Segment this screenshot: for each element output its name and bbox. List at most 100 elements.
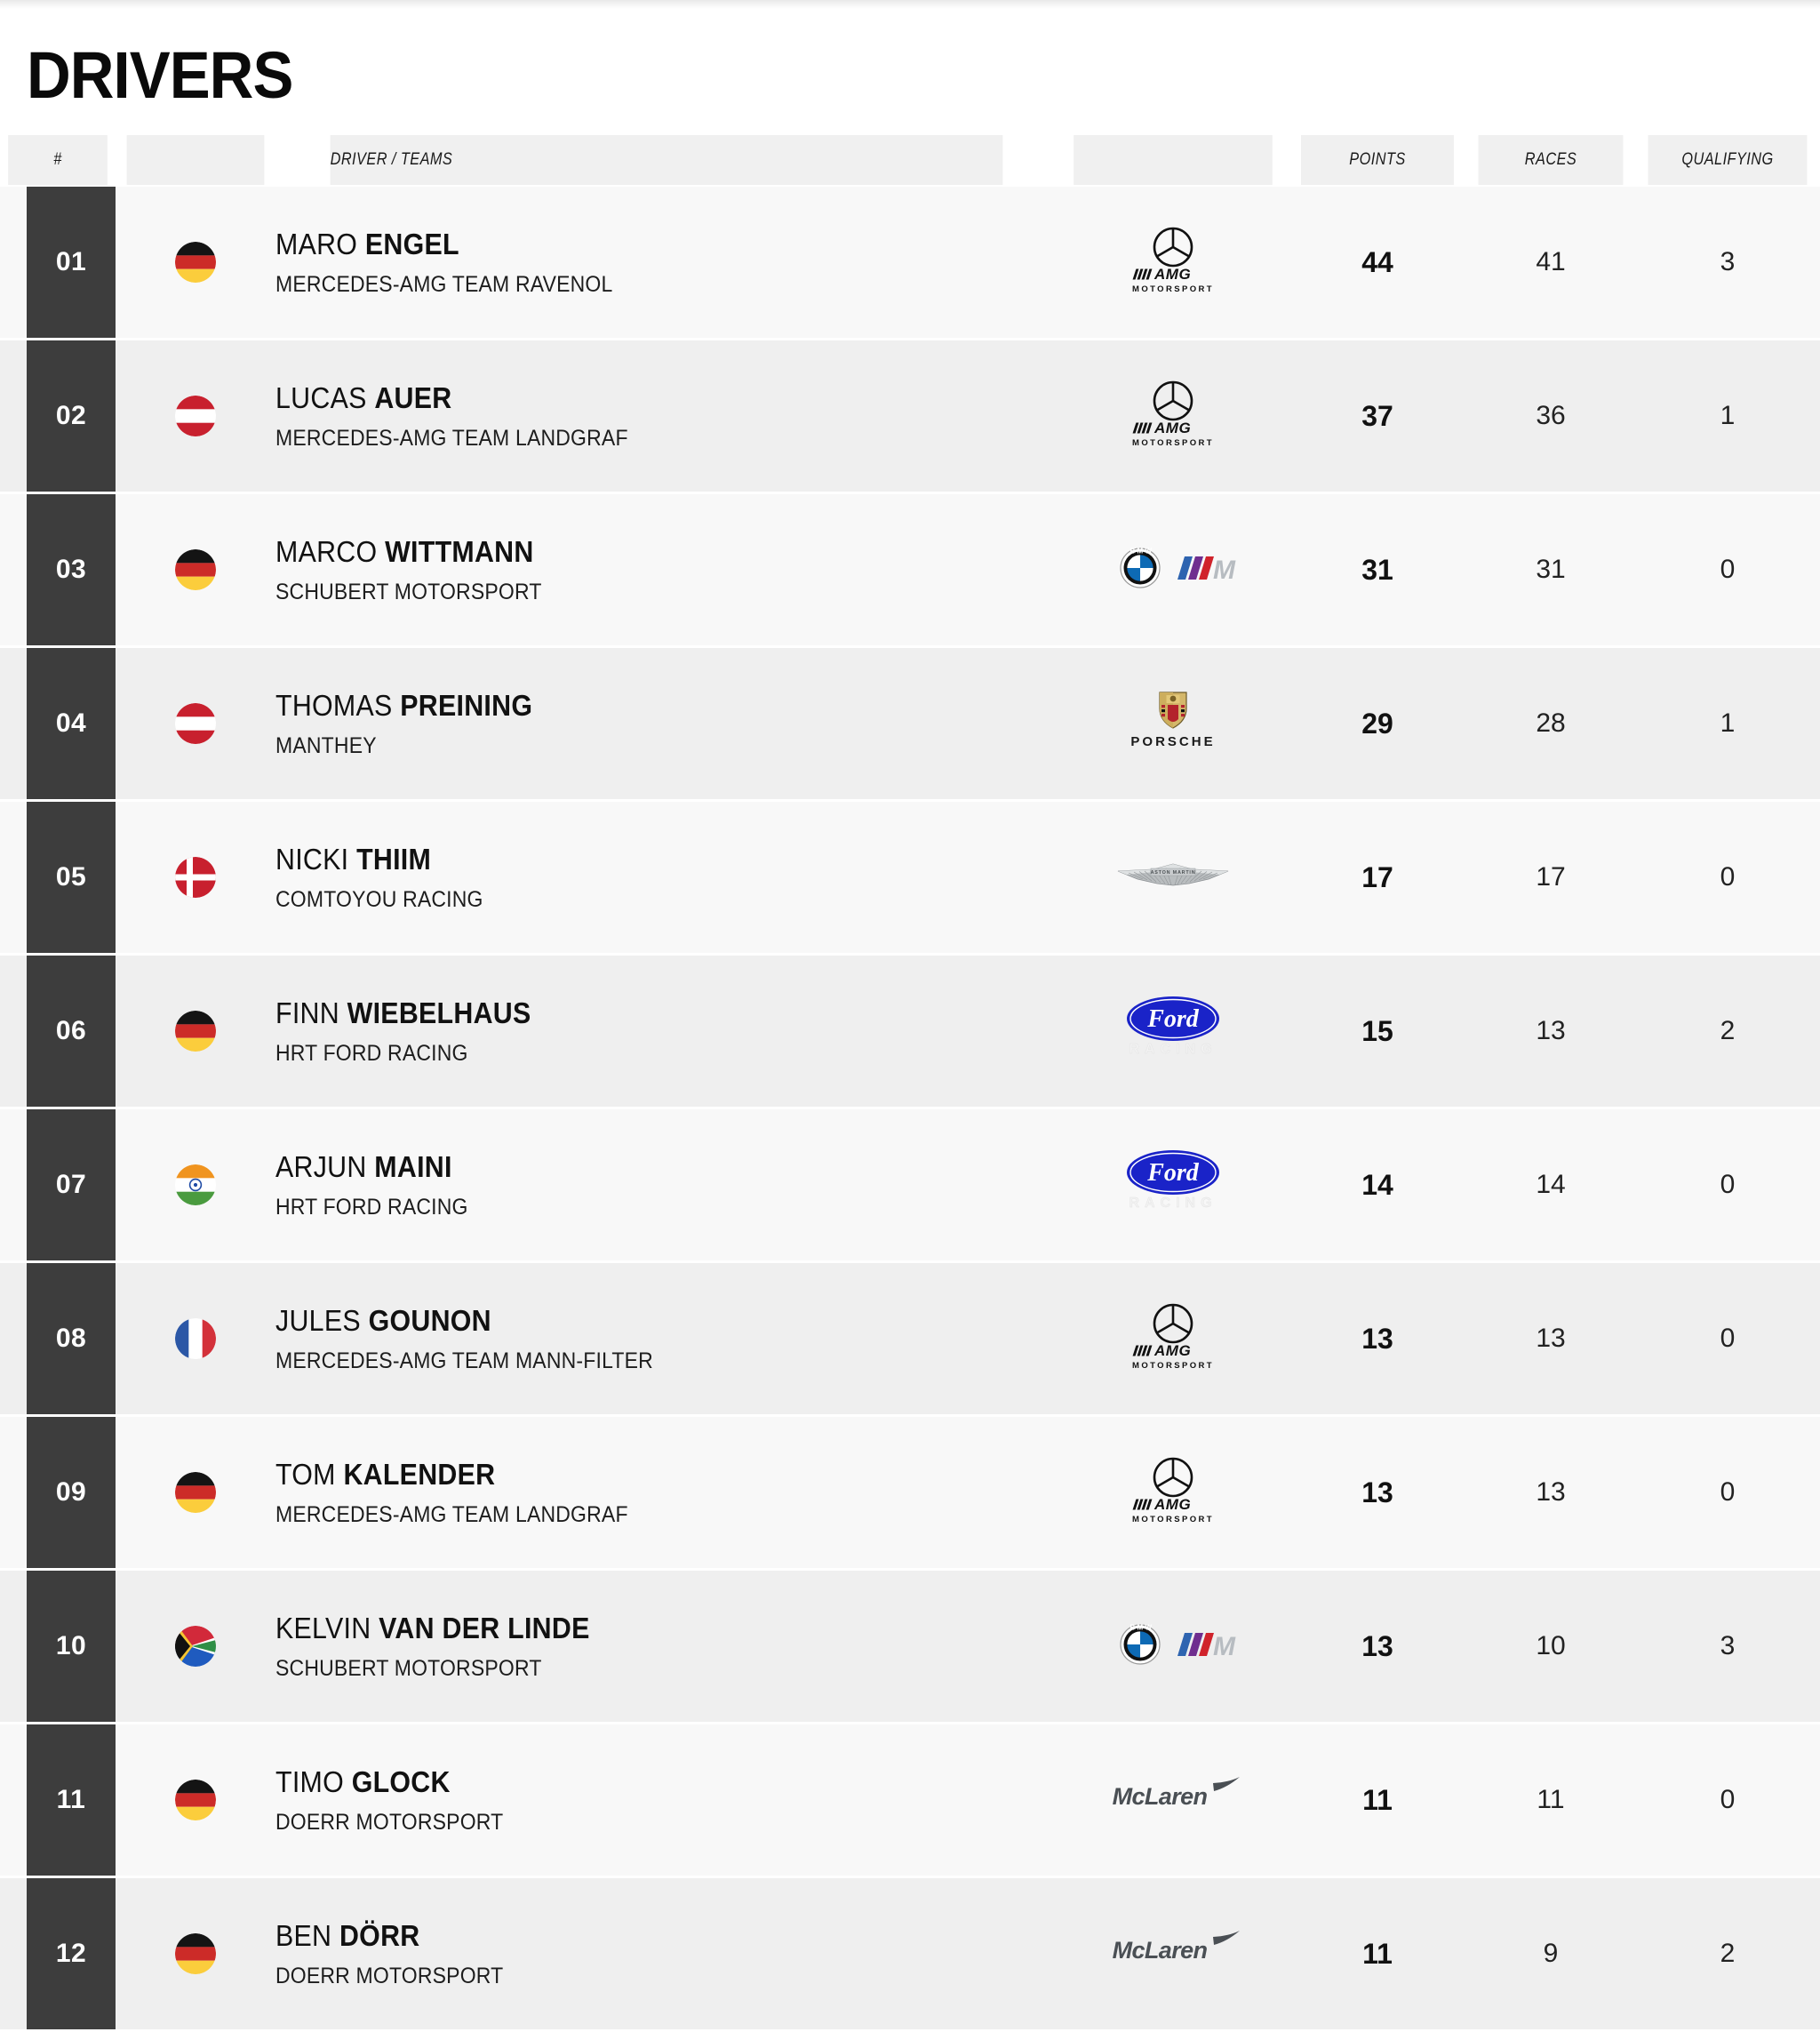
rank-cell: 11 [0, 1723, 116, 1877]
points-value: 37 [1289, 339, 1466, 493]
flag-cell [116, 1569, 275, 1724]
table-row[interactable]: 02 LUCAS AUER MERCEDES-AMG TEAM LANDGRAF AM… [0, 339, 1820, 493]
driver-cell[interactable]: LUCAS AUER MERCEDES-AMG TEAM LANDGRAF [275, 339, 1058, 493]
driver-cell[interactable]: MARO ENGEL MERCEDES-AMG TEAM RAVENOL [275, 186, 1058, 340]
mercedes-amg-motorsport-logo: AMG MOTORSPORT [1071, 220, 1275, 300]
table-row[interactable]: 03 MARCO WITTMANN SCHUBERT MOTORSPORT B M W M 3… [0, 492, 1820, 647]
driver-cell[interactable]: MARCO WITTMANN SCHUBERT MOTORSPORT [275, 492, 1058, 647]
svg-text:RACING: RACING [1129, 1042, 1217, 1057]
driver-name: MARCO WITTMANN [275, 534, 534, 568]
table-row[interactable]: 12 BEN DÖRR DOERR MOTORSPORT McLaren 11 9 2 [0, 1876, 1820, 2031]
rank-cell: 04 [0, 646, 116, 801]
races-value: 13 [1466, 1415, 1635, 1570]
table-row[interactable]: 08 JULES GOUNON MERCEDES-AMG TEAM MANN-FIL… [0, 1261, 1820, 1416]
driver-cell[interactable]: NICKI THIIM COMTOYOU RACING [275, 800, 1058, 955]
driver-last-name: GOUNON [368, 1303, 491, 1337]
rank-badge: 07 [27, 1109, 116, 1260]
svg-text:AMG: AMG [1153, 1342, 1191, 1359]
table-row[interactable]: 11 TIMO GLOCK DOERR MOTORSPORT McLaren 11 11 0 [0, 1723, 1820, 1877]
svg-text:McLaren: McLaren [1113, 1783, 1208, 1810]
mercedes-amg-motorsport-logo: AMG MOTORSPORT [1071, 374, 1275, 454]
flag-cell [116, 800, 275, 955]
germany-flag-icon [175, 549, 216, 590]
svg-text:MOTORSPORT: MOTORSPORT [1132, 284, 1214, 294]
driver-name: BEN DÖRR [275, 1918, 420, 1952]
team-name: MANTHEY [275, 732, 377, 758]
points-value: 13 [1289, 1569, 1466, 1724]
svg-text:PORSCHE: PORSCHE [1130, 734, 1215, 749]
races-value: 36 [1466, 339, 1635, 493]
driver-last-name: DÖRR [339, 1918, 420, 1952]
svg-text:B: B [1130, 547, 1136, 555]
top-strip [0, 0, 1820, 9]
austria-flag-icon [175, 703, 216, 744]
driver-cell[interactable]: BEN DÖRR DOERR MOTORSPORT [275, 1876, 1058, 2031]
rank-badge: 03 [27, 494, 116, 645]
team-logo-cell: ASTON MARTIN [1058, 800, 1289, 955]
rank-badge: 04 [27, 648, 116, 799]
team-name: SCHUBERT MOTORSPORT [275, 1655, 542, 1681]
svg-text:W: W [1145, 1623, 1153, 1631]
qualifying-value: 1 [1635, 339, 1820, 493]
rank-cell: 05 [0, 800, 116, 955]
flag-cell [116, 492, 275, 647]
team-name: DOERR MOTORSPORT [275, 1809, 504, 1835]
team-logo-cell: AMG MOTORSPORT [1058, 186, 1289, 340]
driver-name: TIMO GLOCK [275, 1764, 451, 1798]
races-value: 28 [1466, 646, 1635, 801]
team-name: MERCEDES-AMG TEAM LANDGRAF [275, 425, 628, 451]
races-value: 9 [1466, 1876, 1635, 2031]
table-row[interactable]: 09 TOM KALENDER MERCEDES-AMG TEAM LANDGRAF… [0, 1415, 1820, 1570]
table-row[interactable]: 06 FINN WIEBELHAUS HRT FORD RACING Ford RACI… [0, 954, 1820, 1108]
ford-racing-logo: Ford RACING [1071, 989, 1275, 1069]
rank-badge: 02 [27, 340, 116, 492]
driver-name: LUCAS AUER [275, 380, 452, 414]
points-value: 11 [1289, 1723, 1466, 1877]
table-row[interactable]: 10 KELVIN VAN DER LINDE SCHUBERT MOTORSPOR… [0, 1569, 1820, 1724]
driver-cell[interactable]: JULES GOUNON MERCEDES-AMG TEAM MANN-FILTE… [275, 1261, 1058, 1416]
team-name: HRT FORD RACING [275, 1194, 468, 1220]
table-row[interactable]: 07 ARJUN MAINI HRT FORD RACING Ford RACING 14… [0, 1108, 1820, 1262]
germany-flag-icon [175, 242, 216, 283]
table-header-row: # DRIVER / TEAMS POINTS RACES QUALIFYING [0, 135, 1820, 186]
rank-cell: 06 [0, 954, 116, 1108]
team-name: COMTOYOU RACING [275, 886, 483, 912]
column-header-flag-spacer [126, 135, 265, 186]
driver-cell[interactable]: TOM KALENDER MERCEDES-AMG TEAM LANDGRAF [275, 1415, 1058, 1570]
qualifying-value: 3 [1635, 1569, 1820, 1724]
team-logo-cell: Ford RACING [1058, 954, 1289, 1108]
qualifying-value: 1 [1635, 646, 1820, 801]
team-logo-cell: McLaren [1058, 1876, 1289, 2031]
germany-flag-icon [175, 1472, 216, 1513]
rank-badge: 09 [27, 1417, 116, 1568]
qualifying-value: 0 [1635, 1261, 1820, 1416]
driver-cell[interactable]: TIMO GLOCK DOERR MOTORSPORT [275, 1723, 1058, 1877]
driver-cell[interactable]: ARJUN MAINI HRT FORD RACING [275, 1108, 1058, 1262]
rank-cell: 01 [0, 186, 116, 340]
column-header-logo-spacer [1074, 135, 1273, 186]
qualifying-value: 0 [1635, 492, 1820, 647]
driver-last-name: MAINI [374, 1149, 452, 1183]
flag-cell [116, 1723, 275, 1877]
svg-text:Ford: Ford [1146, 1005, 1200, 1033]
page-title-wrap: DRIVERS [0, 9, 1820, 135]
driver-cell[interactable]: FINN WIEBELHAUS HRT FORD RACING [275, 954, 1058, 1108]
table-row[interactable]: 04 THOMAS PREINING MANTHEY PORSCHE 29 28 1 [0, 646, 1820, 801]
driver-cell[interactable]: THOMAS PREINING MANTHEY [275, 646, 1058, 801]
france-flag-icon [175, 1318, 216, 1359]
table-row[interactable]: 05 NICKI THIIM COMTOYOU RACING ASTON MARTIN… [0, 800, 1820, 955]
driver-last-name: THIIM [356, 842, 432, 876]
svg-text:M: M [1213, 1632, 1236, 1661]
driver-cell[interactable]: KELVIN VAN DER LINDE SCHUBERT MOTORSPORT [275, 1569, 1058, 1724]
driver-name: JULES GOUNON [275, 1303, 491, 1337]
table-row[interactable]: 01 MARO ENGEL MERCEDES-AMG TEAM RAVENOL AMG… [0, 186, 1820, 340]
rank-cell: 02 [0, 339, 116, 493]
team-name: MERCEDES-AMG TEAM RAVENOL [275, 271, 613, 297]
points-value: 15 [1289, 954, 1466, 1108]
flag-cell [116, 954, 275, 1108]
svg-text:B: B [1130, 1623, 1136, 1631]
team-name: MERCEDES-AMG TEAM MANN-FILTER [275, 1348, 653, 1373]
